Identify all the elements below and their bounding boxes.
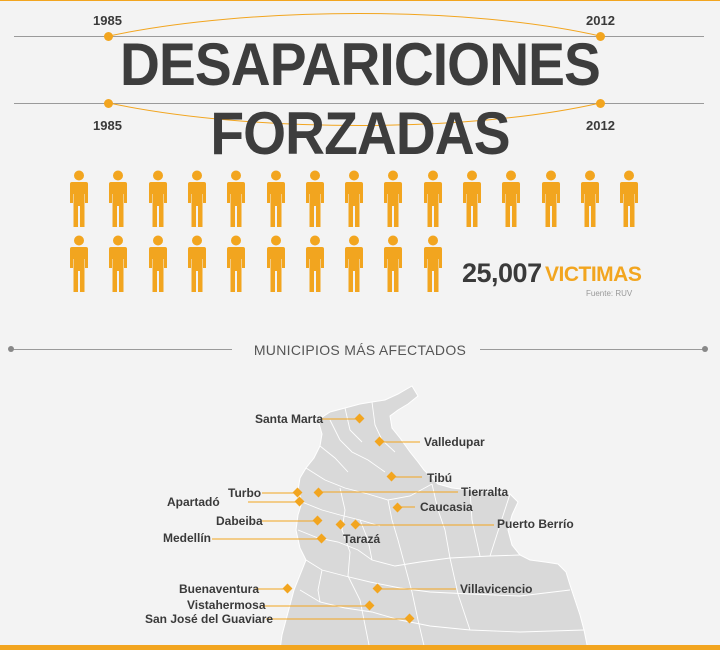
timeline-dot-start-bottom [104, 99, 113, 108]
person-icon [618, 170, 640, 230]
year-start-top: 1985 [93, 13, 122, 28]
year-end-bottom: 2012 [586, 118, 615, 133]
person-icon [186, 170, 208, 230]
timeline-dot-end-top [596, 32, 605, 41]
person-icon [107, 170, 129, 230]
section-dot-left [8, 346, 14, 352]
section-title: MUNICIPIOS MÁS AFECTADOS [253, 342, 467, 358]
person-icon [422, 170, 444, 230]
person-icon [343, 170, 365, 230]
person-icon [68, 235, 90, 295]
section-rule-right [480, 349, 705, 350]
municipality-puerto-berrio: Puerto Berrío [497, 517, 574, 531]
person-icon [343, 235, 365, 295]
section-rule-left [12, 349, 232, 350]
municipality-medellin: Medellín [163, 531, 212, 545]
person-icon [579, 170, 601, 230]
person-icon [540, 170, 562, 230]
year-start-bottom: 1985 [93, 118, 122, 133]
timeline-dot-start-top [104, 32, 113, 41]
source-note: Fuente: RUV [586, 289, 633, 298]
person-icon [107, 235, 129, 295]
person-icon [382, 235, 404, 295]
person-icon [147, 235, 169, 295]
municipality-santa-marta: Santa Marta [255, 412, 324, 426]
municipality-caucasia: Caucasia [420, 500, 473, 514]
person-icon [382, 170, 404, 230]
municipality-tibu: Tibú [427, 471, 453, 485]
person-icon [225, 235, 247, 295]
person-icon [304, 170, 326, 230]
municipality-tierralta: Tierralta [461, 485, 509, 499]
timeline-dot-end-bottom [596, 99, 605, 108]
person-icon [68, 170, 90, 230]
person-icon [461, 170, 483, 230]
person-icon [304, 235, 326, 295]
person-icon [500, 170, 522, 230]
municipality-apartado: Apartadó [167, 495, 220, 509]
person-icon [186, 235, 208, 295]
colombia-map [279, 385, 589, 650]
page-title: DESAPARICIONES FORZADAS [120, 31, 601, 167]
victims-label: VICTIMAS [545, 263, 642, 286]
municipality-san-jose-del-guaviare: San José del Guaviare [145, 612, 274, 626]
map-connectors [212, 413, 494, 624]
header-bottom-rule [14, 103, 704, 104]
municipality-buenaventura: Buenaventura [179, 582, 260, 596]
year-end-top: 2012 [586, 13, 615, 28]
municipality-taraza: Tarazá [343, 532, 381, 546]
person-icon [225, 170, 247, 230]
municipality-valledupar: Valledupar [424, 435, 485, 449]
person-icon [422, 235, 444, 295]
person-icon [265, 235, 287, 295]
municipality-dabeiba: Dabeiba [216, 514, 263, 528]
section-dot-right [702, 346, 708, 352]
municipality-vistahermosa: Vistahermosa [187, 598, 266, 612]
person-icon [265, 170, 287, 230]
bottom-accent-bar [0, 645, 720, 650]
person-icon [147, 170, 169, 230]
victims-count: 25,007 [462, 258, 542, 288]
timeline-curves [0, 0, 720, 126]
municipality-villavicencio: Villavicencio [460, 582, 533, 596]
header-top-rule [14, 36, 704, 37]
municipality-turbo: Turbo [228, 486, 262, 500]
